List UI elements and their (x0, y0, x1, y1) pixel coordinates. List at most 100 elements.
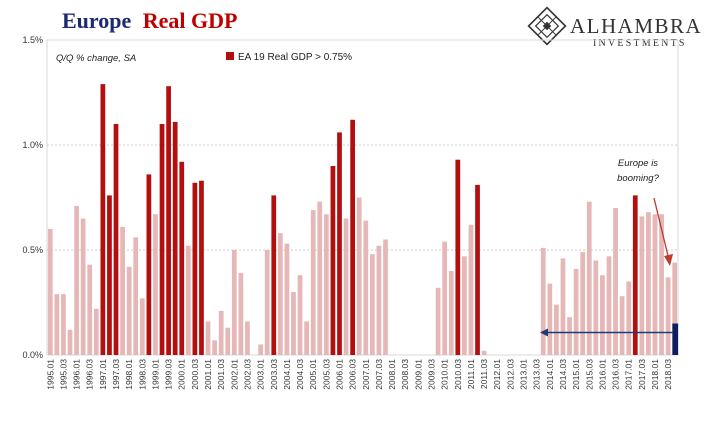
bar (277, 233, 283, 355)
bar (350, 119, 355, 355)
x-tick-label: 2014.03 (558, 359, 568, 390)
x-tick-label: 1995.03 (58, 359, 68, 390)
x-tick-label: 2010.01 (440, 359, 450, 390)
legend-swatch (226, 52, 234, 60)
bar (166, 86, 171, 355)
x-tick-label: 2002.01 (229, 359, 239, 390)
x-tick-label: 2004.01 (282, 359, 292, 390)
bar (87, 264, 93, 355)
bar (317, 201, 323, 355)
bars (47, 84, 678, 356)
bar (212, 340, 217, 355)
x-tick-label: 2006.01 (334, 359, 344, 390)
bar (547, 283, 553, 355)
x-tick-label: 2012.03 (505, 359, 515, 390)
bar (192, 182, 198, 355)
bar (245, 321, 250, 355)
bar (442, 241, 448, 355)
bar (343, 218, 349, 355)
grid-lines (47, 144, 678, 251)
bar (659, 214, 664, 355)
bar (606, 256, 612, 355)
bar (133, 237, 139, 355)
bar (646, 212, 651, 355)
bar (462, 256, 467, 355)
bar (580, 252, 586, 355)
bar (639, 216, 645, 355)
bar (554, 304, 559, 355)
y-tick-label: 1.5% (22, 35, 43, 45)
bar (126, 266, 132, 355)
x-tick-label: 1999.01 (150, 359, 160, 390)
bar (264, 250, 270, 355)
x-tick-label: 2007.03 (374, 359, 384, 390)
x-tick-label: 2017.03 (637, 359, 647, 390)
bar (455, 159, 461, 355)
annotation-line2: booming? (617, 173, 659, 184)
bar (475, 184, 480, 355)
bar (652, 214, 658, 355)
bar (231, 250, 237, 355)
x-tick-label: 2014.01 (545, 359, 555, 390)
bar (593, 260, 599, 355)
x-axis-ticks: 1995.01 1995.03 1996.01 1996.03 1997.01 1997.… (45, 359, 673, 390)
y-tick-label: 1.0% (22, 140, 43, 150)
bar (74, 205, 79, 355)
bar (435, 287, 441, 355)
x-tick-label: 2018.01 (650, 359, 660, 390)
bar (600, 275, 605, 355)
bar (310, 210, 316, 355)
bar (573, 268, 579, 355)
x-tick-label: 2007.01 (361, 359, 371, 390)
x-tick-label: 2016.03 (611, 359, 621, 390)
chart-title: Europe Real GDP (62, 8, 237, 33)
bar (376, 245, 382, 355)
bar (672, 262, 678, 355)
legend: EA 19 Real GDP > 0.75% (226, 52, 352, 63)
bar (356, 197, 362, 355)
annotation-arrow-head (664, 254, 673, 266)
legend-label: EA 19 Real GDP > 0.75% (238, 52, 352, 63)
bar (481, 350, 487, 355)
x-tick-label: 2009.01 (413, 359, 423, 390)
x-tick-label: 2000.03 (190, 359, 200, 390)
bar (54, 294, 60, 355)
bar (337, 132, 342, 355)
bar (363, 220, 369, 355)
annotation: Europe is booming? (617, 158, 673, 266)
bar (369, 254, 375, 355)
x-tick-label: 2013.01 (519, 359, 529, 390)
x-tick-label: 1998.01 (124, 359, 134, 390)
x-tick-label: 2010.03 (453, 359, 463, 390)
bar (271, 195, 277, 355)
x-tick-label: 2004.03 (295, 359, 305, 390)
bar (297, 275, 303, 355)
alhambra-lattice-logo-icon (527, 6, 567, 46)
x-tick-label: 1999.03 (164, 359, 174, 390)
bar (93, 308, 99, 355)
bar (225, 327, 231, 355)
bar (146, 174, 152, 355)
bar (159, 124, 165, 355)
bar (107, 195, 112, 355)
x-tick-label: 2015.03 (584, 359, 594, 390)
y-tick-label: 0.5% (22, 245, 43, 255)
bar (323, 214, 329, 355)
logo-name: ALHAMBRA (570, 14, 702, 38)
bar (665, 277, 671, 355)
x-tick-label: 2008.03 (400, 359, 410, 390)
bar (567, 317, 572, 355)
annotation-arrow-line (653, 197, 670, 261)
x-tick-label: 2005.01 (308, 359, 318, 390)
x-tick-label: 2011.03 (479, 359, 489, 389)
title-europe: Europe (62, 8, 132, 33)
x-tick-label: 1997.03 (111, 359, 121, 390)
bar (179, 161, 185, 355)
logo-sub: INVESTMENTS (593, 38, 687, 49)
bar (330, 166, 336, 355)
bar (383, 239, 388, 355)
x-tick-label: 2001.03 (216, 359, 226, 390)
bar (586, 201, 592, 355)
bar (540, 247, 546, 355)
